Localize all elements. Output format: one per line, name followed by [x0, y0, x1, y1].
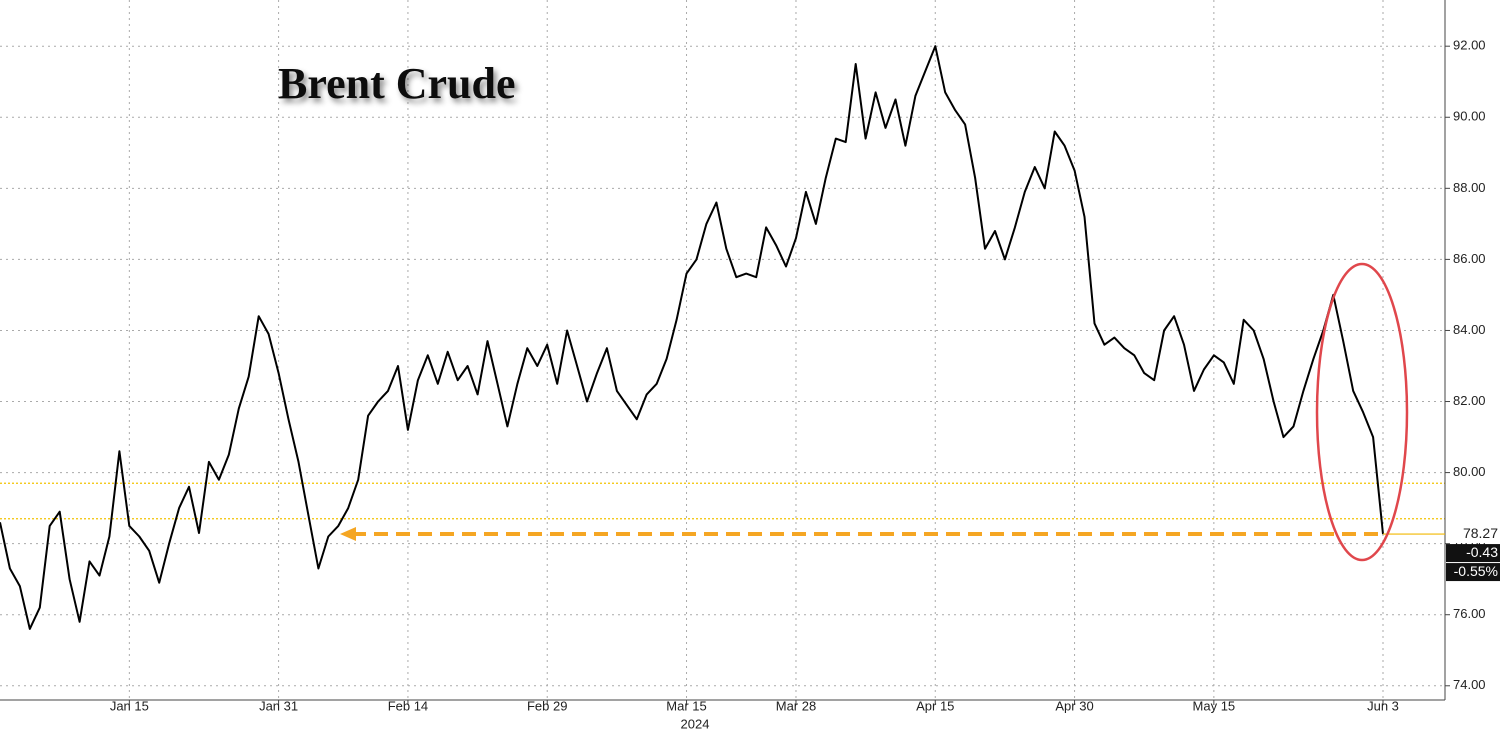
y-tick-label: 86.00: [1453, 251, 1486, 266]
last-value-label: 78.27: [1463, 525, 1498, 541]
highlight-ellipse: [1315, 262, 1409, 562]
x-year-label: 2024: [681, 716, 710, 731]
change-pct-box: [1446, 563, 1500, 582]
x-tick-label: Jan 15: [110, 698, 149, 713]
x-tick-label: Apr 15: [916, 698, 954, 713]
plot: [0, 45, 1384, 630]
y-tick-label: 92.00: [1453, 38, 1486, 53]
x-tick-label: Mar 28: [776, 698, 816, 713]
y-tick-label: 76.00: [1453, 606, 1486, 621]
y-tick-label: 84.00: [1453, 322, 1486, 337]
change-box: [1446, 544, 1500, 563]
x-tick-label: Jan 31: [259, 698, 298, 713]
y-tick-label: 90.00: [1453, 109, 1486, 124]
x-tick-label: Apr 30: [1055, 698, 1093, 713]
chart-title: Brent Crude: [278, 59, 516, 108]
change-pct-label: -0.55%: [1454, 563, 1498, 579]
price-line: [0, 45, 1384, 630]
y-tick-label: 80.00: [1453, 464, 1486, 479]
y-tick-label: 82.00: [1453, 393, 1486, 408]
x-tick-label: Feb 29: [527, 698, 567, 713]
last-value-box: [1446, 525, 1500, 544]
arrow-head: [340, 527, 356, 542]
x-tick-label: Feb 14: [388, 698, 428, 713]
x-tick-label: Jun 3: [1367, 698, 1399, 713]
grid: [0, 0, 1445, 700]
change-label: -0.43: [1466, 544, 1498, 560]
x-tick-label: May 15: [1193, 698, 1236, 713]
x-tick-label: Mar 15: [666, 698, 706, 713]
y-tick-label: 74.00: [1453, 677, 1486, 692]
y-tick-label: 88.00: [1453, 180, 1486, 195]
